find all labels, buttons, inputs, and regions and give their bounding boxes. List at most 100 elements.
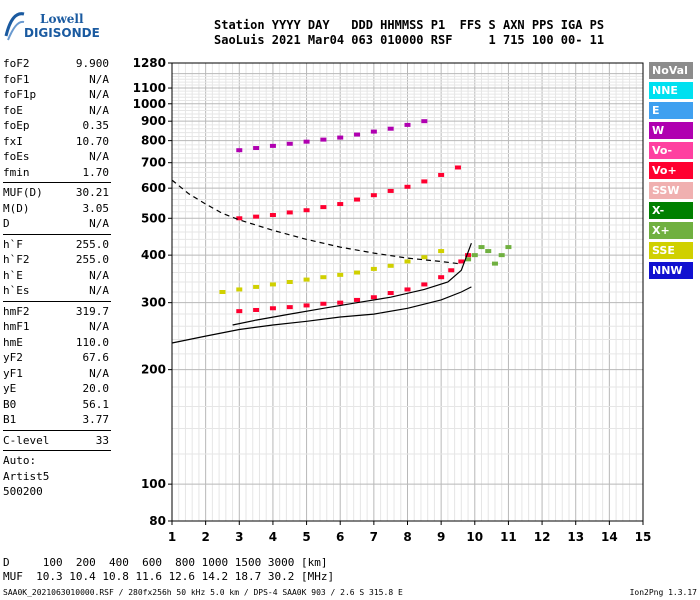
data-point-vo-: [320, 205, 327, 210]
param-separator: [3, 300, 111, 302]
y-tick-label: 300: [141, 296, 166, 310]
param-value: 67.6: [82, 351, 110, 364]
data-point-w: [236, 148, 243, 153]
param-row: B1 3.77: [3, 412, 111, 428]
param-row: foF2 9.900: [3, 56, 111, 72]
param-value: 33: [95, 433, 109, 447]
param-label: B0: [3, 397, 17, 411]
data-point-vo-: [236, 216, 243, 221]
param-label: MUF(D): [3, 186, 43, 199]
muf-distance-row: D 100 200 400 600 800 1000 1500 3000 [km…: [3, 556, 328, 569]
x-tick-label: 5: [302, 530, 310, 544]
legend-item-e: E: [649, 102, 693, 119]
param-row: yF2 67.6: [3, 350, 111, 366]
data-point-x-: [491, 261, 498, 266]
header-line-2: SaoLuis 2021 Mar04 063 010000 RSF 1 715 …: [214, 33, 605, 47]
plot-grid: [171, 62, 644, 522]
param-value: 30.21: [75, 186, 109, 199]
data-point-w: [404, 122, 411, 127]
data-point-w: [337, 135, 344, 140]
data-point-vo-: [370, 193, 377, 198]
param-label: yF2: [3, 351, 23, 364]
param-value: 110.0: [75, 335, 109, 349]
legend-item-w: W: [649, 122, 693, 139]
data-point-w: [421, 119, 428, 124]
data-point-vo-: [303, 303, 310, 308]
data-point-vo-: [387, 291, 394, 296]
param-row: h`F2 255.0: [3, 252, 111, 268]
y-tick-label: 100: [141, 477, 166, 491]
param-row: hmF2 319.7: [3, 304, 111, 320]
data-point-vo-: [269, 213, 276, 218]
logo-swirl-icon: [4, 12, 25, 41]
data-point-sse: [253, 284, 260, 289]
param-label: hmF2: [3, 304, 30, 318]
param-label: hmE: [3, 335, 23, 349]
x-tick-label: 8: [403, 530, 411, 544]
data-point-x-: [498, 253, 505, 258]
param-label: yF1: [3, 366, 23, 380]
param-row: foE N/A: [3, 103, 111, 119]
param-label: foE: [3, 103, 23, 117]
data-point-w: [269, 143, 276, 148]
curve-dashed: [171, 179, 459, 265]
polarization-legend: NoVal NNE E W Vo- Vo+ SSW X- X+ SSE NNW: [649, 62, 693, 282]
data-point-sse: [286, 279, 293, 284]
param-label: foF1: [3, 72, 30, 86]
param-value: 56.1: [82, 397, 110, 411]
data-point-w: [354, 132, 361, 137]
param-label: h`Es: [3, 284, 30, 297]
param-value: 255.0: [75, 237, 109, 251]
x-tick-label: 15: [635, 530, 652, 544]
param-row: fmin 1.70: [3, 165, 111, 181]
data-point-vo-: [303, 208, 310, 213]
data-point-x-: [478, 245, 485, 250]
param-value: N/A: [89, 88, 109, 101]
param-value: N/A: [89, 366, 109, 380]
param-row: hmF1 N/A: [3, 319, 111, 335]
param-row: D N/A: [3, 216, 111, 232]
data-point-sse: [320, 275, 327, 280]
muf-value-row: MUF 10.3 10.4 10.8 11.6 12.6 14.2 18.7 3…: [3, 570, 335, 583]
param-label: B1: [3, 413, 17, 426]
param-value: 3.77: [82, 413, 110, 426]
param-separator: [3, 429, 111, 431]
data-point-vo-: [454, 165, 461, 170]
curve-profile: [171, 286, 472, 344]
param-value: N/A: [89, 268, 109, 282]
param-row: h`E N/A: [3, 268, 111, 284]
y-tick-label: 900: [141, 114, 166, 128]
data-point-sse: [354, 270, 361, 275]
param-row: Artist5: [3, 469, 111, 485]
data-point-vo-: [236, 309, 243, 314]
data-point-vo-: [286, 305, 293, 310]
param-separator: [3, 450, 111, 451]
param-separator: [3, 233, 111, 235]
param-label: D: [3, 217, 10, 230]
data-point-vo-: [465, 253, 472, 258]
data-point-vo-: [354, 197, 361, 202]
footer-info: SAA0K_2021063010000.RSF / 280fx256h 50 k…: [3, 588, 403, 597]
legend-item-noval: NoVal: [649, 62, 693, 79]
param-row: yE 20.0: [3, 381, 111, 397]
data-point-w: [286, 141, 293, 146]
param-row: C-level 33: [3, 433, 111, 449]
legend-item-ssw: SSW: [649, 182, 693, 199]
param-row: MUF(D) 30.21: [3, 185, 111, 201]
param-value: 20.0: [82, 382, 110, 395]
y-tick-label: 1100: [133, 81, 166, 95]
param-label: M(D): [3, 201, 30, 215]
data-point-vo-: [404, 184, 411, 189]
data-point-x-: [471, 253, 478, 258]
param-value: N/A: [89, 284, 109, 297]
logo-line2: DIGISONDE: [24, 26, 100, 40]
param-label: foEs: [3, 150, 30, 163]
param-row: foF1 N/A: [3, 72, 111, 88]
data-point-vo-: [253, 214, 260, 219]
legend-item-sse: SSE: [649, 242, 693, 259]
param-row: h`F 255.0: [3, 237, 111, 253]
param-value: N/A: [89, 103, 109, 117]
x-tick-label: 13: [567, 530, 584, 544]
curve-ledge: [232, 242, 472, 326]
